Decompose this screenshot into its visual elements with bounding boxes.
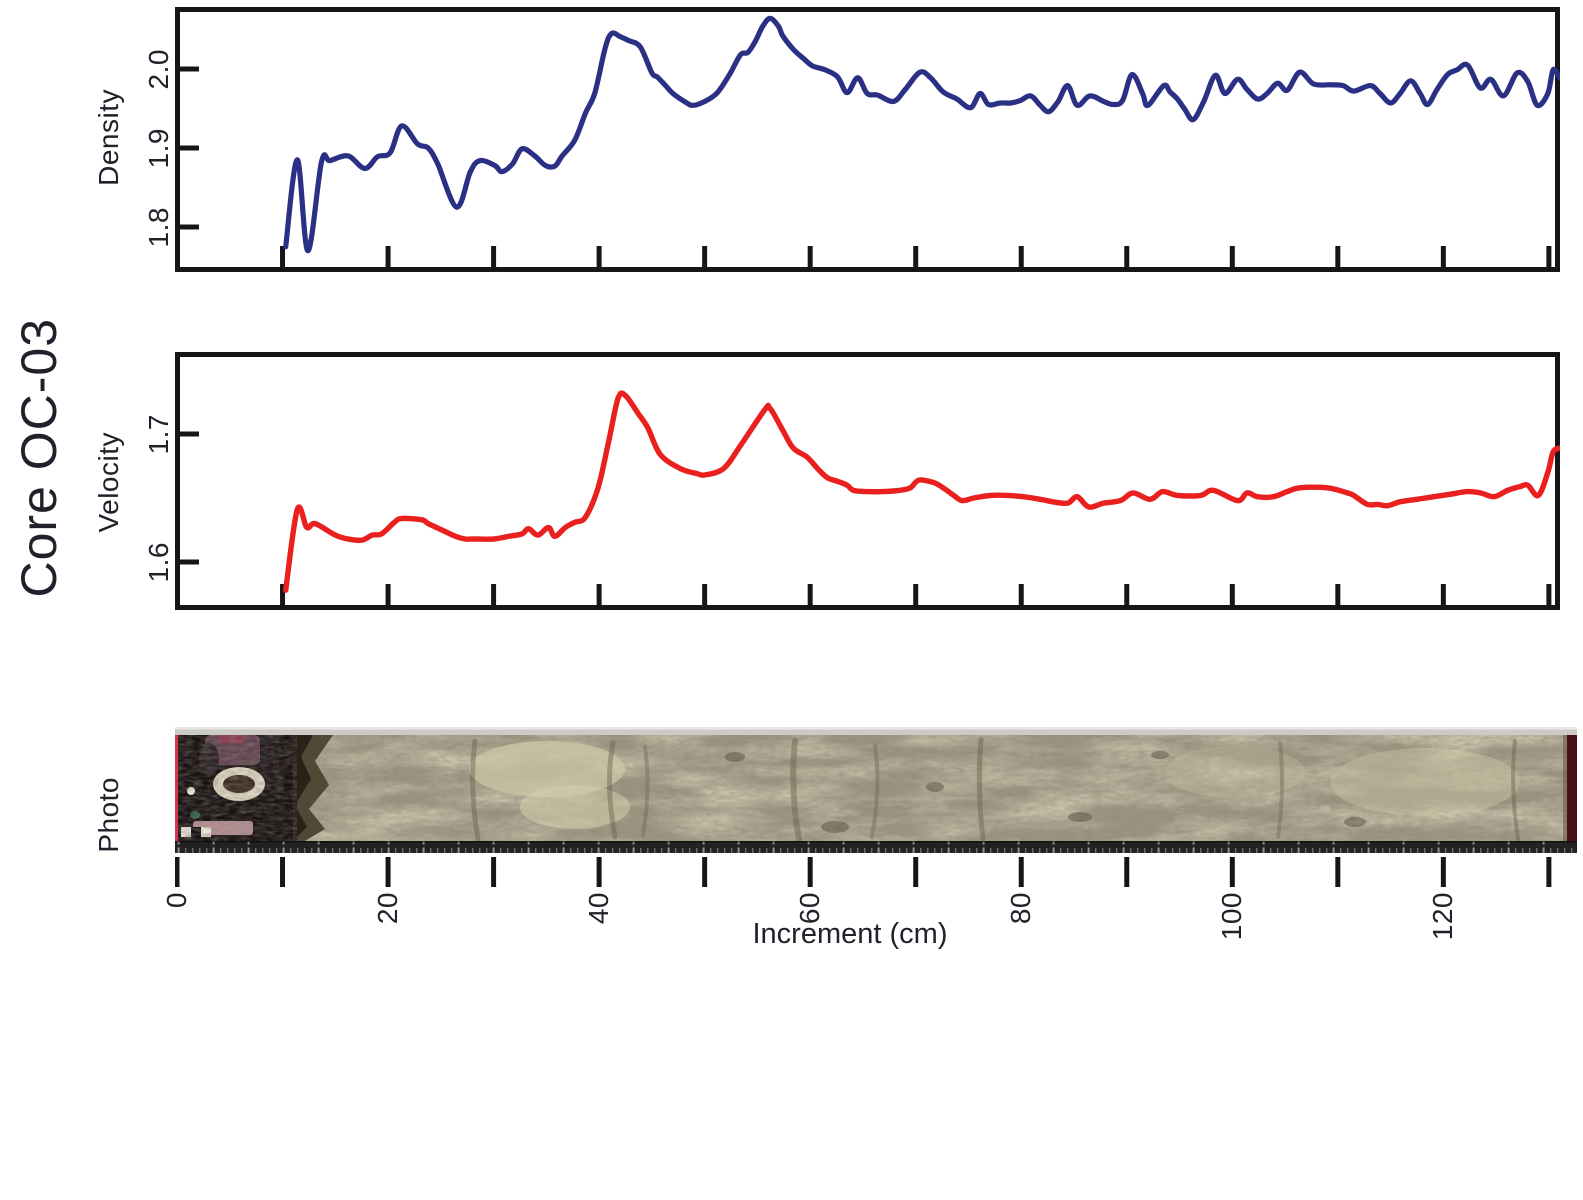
- x-axis-ticks: [175, 857, 1552, 887]
- density-axis-label-box: Density: [90, 37, 128, 237]
- velocity-frame: [175, 352, 1560, 610]
- x-axis-title-box: Increment (cm): [690, 918, 1010, 951]
- x-tick-label: 40: [583, 892, 615, 925]
- photo-axis-label-box: Photo: [90, 715, 128, 915]
- density-y-tick-label: 1.8: [143, 206, 174, 248]
- core-left-edge-line: [175, 735, 178, 841]
- velocity-y-tick-label-box: 1.6: [142, 522, 176, 602]
- x-tick-label: 20: [372, 892, 404, 925]
- x-tick-label: 80: [1005, 892, 1037, 925]
- velocity-plot: [175, 352, 1560, 610]
- core-photo: [175, 727, 1577, 853]
- velocity-series-line: [283, 390, 1560, 593]
- x-tick-label-box: 20: [371, 892, 405, 924]
- density-y-tick-label: 2.0: [143, 48, 174, 90]
- photo-tray-strip: [175, 727, 1577, 735]
- density-y-tick-label-box: 2.0: [142, 29, 176, 109]
- density-y-tick-label-box: 1.8: [142, 187, 176, 267]
- density-series-line: [283, 15, 1560, 254]
- photo-axis-label: Photo: [93, 777, 124, 853]
- density-frame: [175, 7, 1560, 272]
- velocity-axis-label: Velocity: [93, 431, 124, 533]
- velocity-y-tick-label: 1.7: [143, 413, 174, 455]
- photo-ruler-strip: [175, 841, 1577, 853]
- core-photo-image: [175, 727, 1577, 853]
- velocity-y-tick-label-box: 1.7: [142, 394, 176, 474]
- x-tick-label: 0: [161, 892, 192, 909]
- density-plot: [175, 7, 1560, 272]
- x-axis-title: Increment (cm): [752, 918, 948, 950]
- density-y-tick-label-box: 1.9: [142, 108, 176, 188]
- dark-mottles: [470, 736, 1520, 842]
- x-tick-label-box: 120: [1426, 892, 1460, 940]
- x-tick-label-box: 100: [1215, 892, 1249, 940]
- velocity-y-tick-label: 1.6: [143, 541, 174, 583]
- density-y-tick-label: 1.9: [143, 127, 174, 169]
- figure-title-box: Core OC-03: [6, 318, 72, 598]
- core-right-edge: [1567, 735, 1577, 841]
- x-tick-label-box: 40: [582, 892, 616, 924]
- x-tick-label-box: 0: [160, 892, 194, 908]
- figure-title: Core OC-03: [11, 318, 67, 598]
- light-patch: [469, 741, 625, 797]
- dark-specks: [725, 751, 1366, 833]
- density-axis-label: Density: [93, 88, 124, 186]
- dark-disturbed-zone: [175, 735, 333, 841]
- x-tick-label: 100: [1216, 892, 1248, 941]
- velocity-axis-label-box: Velocity: [90, 382, 128, 582]
- x-tick-label: 120: [1427, 892, 1459, 941]
